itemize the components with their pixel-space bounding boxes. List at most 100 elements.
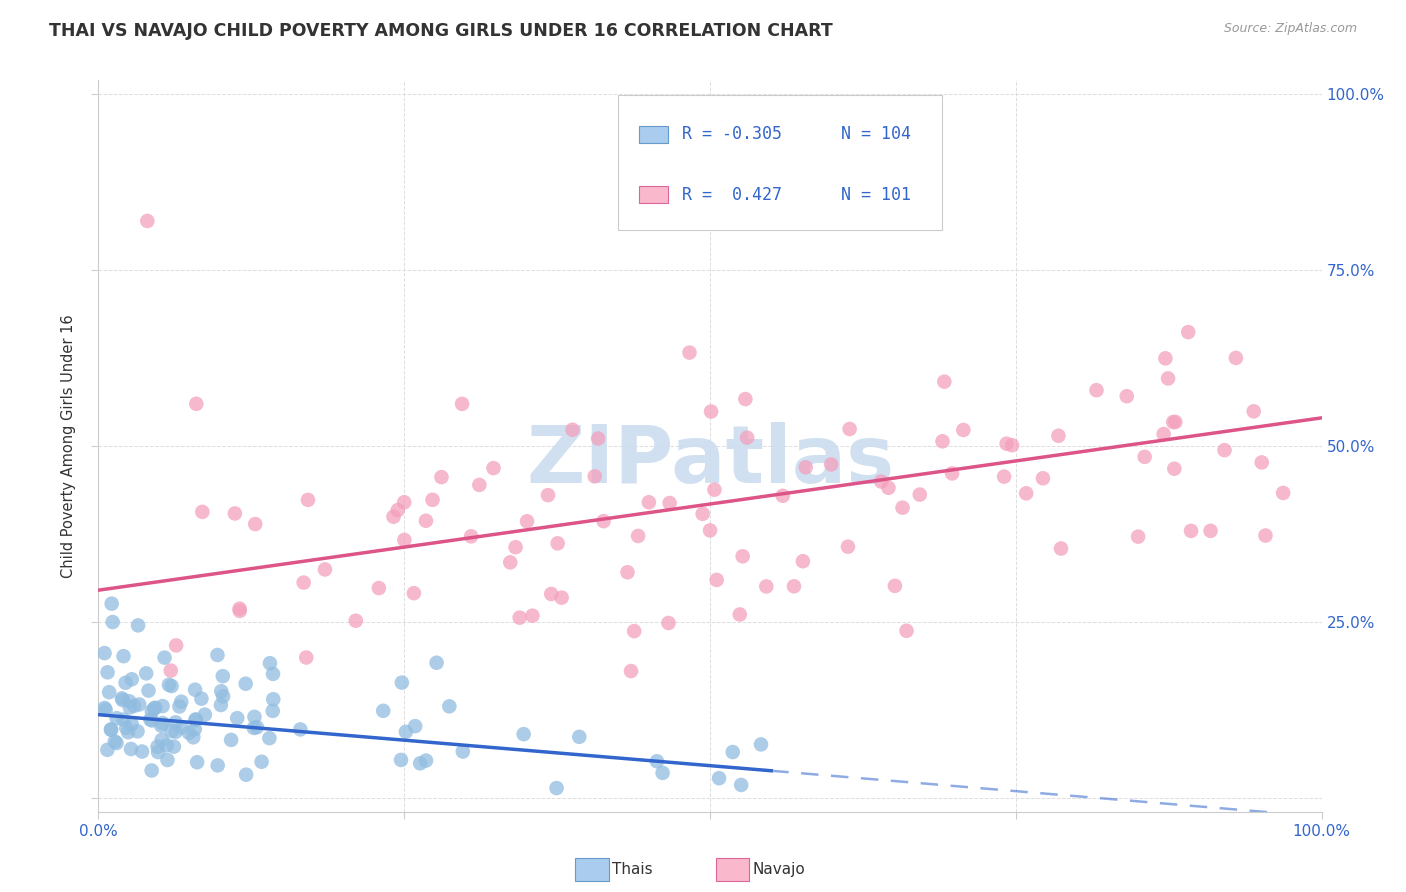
Point bbox=[422, 492, 444, 507]
Point bbox=[344, 614, 367, 628]
Point bbox=[1153, 427, 1175, 442]
Point bbox=[820, 458, 842, 472]
Point bbox=[1154, 351, 1177, 366]
Point bbox=[837, 540, 859, 554]
Point bbox=[297, 492, 319, 507]
Point bbox=[146, 739, 169, 754]
Point bbox=[121, 673, 143, 687]
Point bbox=[262, 666, 284, 681]
Point bbox=[1177, 325, 1199, 339]
Point bbox=[1180, 524, 1202, 538]
Point bbox=[156, 739, 179, 753]
Point bbox=[731, 549, 754, 564]
Point bbox=[512, 727, 534, 741]
Point bbox=[409, 756, 432, 771]
Point bbox=[620, 664, 643, 678]
Point bbox=[104, 734, 127, 748]
Point bbox=[138, 683, 160, 698]
Point bbox=[170, 721, 193, 735]
Point bbox=[952, 423, 974, 437]
Point bbox=[191, 505, 214, 519]
Point bbox=[700, 404, 723, 418]
Point bbox=[995, 436, 1018, 450]
Point bbox=[139, 713, 162, 727]
Point bbox=[1164, 415, 1187, 429]
Point bbox=[157, 678, 180, 692]
Point bbox=[1163, 461, 1185, 475]
Point bbox=[160, 679, 183, 693]
Point bbox=[1199, 524, 1222, 538]
Point bbox=[561, 423, 583, 437]
Point bbox=[1254, 528, 1277, 542]
Point bbox=[153, 650, 176, 665]
Point bbox=[186, 397, 208, 411]
Point bbox=[1126, 530, 1149, 544]
Point bbox=[184, 712, 207, 726]
FancyBboxPatch shape bbox=[640, 126, 668, 144]
Point bbox=[1115, 389, 1137, 403]
Point bbox=[516, 514, 538, 528]
Point bbox=[117, 725, 139, 739]
Point bbox=[877, 481, 900, 495]
Point bbox=[730, 778, 752, 792]
Point bbox=[105, 736, 128, 750]
Point bbox=[415, 514, 437, 528]
Point bbox=[1243, 404, 1265, 418]
Point bbox=[783, 579, 806, 593]
Point bbox=[105, 711, 128, 725]
Point bbox=[118, 694, 141, 708]
Point bbox=[699, 524, 721, 538]
Point bbox=[692, 507, 714, 521]
Point bbox=[387, 503, 409, 517]
Point bbox=[794, 460, 817, 475]
Point bbox=[870, 475, 893, 489]
Point bbox=[292, 575, 315, 590]
Point bbox=[451, 397, 474, 411]
Point bbox=[115, 721, 138, 735]
Point bbox=[226, 711, 249, 725]
Point bbox=[749, 738, 772, 752]
Point bbox=[101, 615, 124, 629]
Point bbox=[792, 554, 814, 568]
Point bbox=[184, 713, 207, 727]
Point bbox=[772, 489, 794, 503]
Text: THAI VS NAVAJO CHILD POVERTY AMONG GIRLS UNDER 16 CORRELATION CHART: THAI VS NAVAJO CHILD POVERTY AMONG GIRLS… bbox=[49, 22, 832, 40]
Point bbox=[735, 431, 758, 445]
Point bbox=[181, 731, 204, 745]
Point bbox=[838, 422, 860, 436]
Point bbox=[262, 704, 284, 718]
Point bbox=[224, 507, 246, 521]
Point bbox=[94, 703, 117, 717]
Point bbox=[550, 591, 572, 605]
Point bbox=[235, 676, 257, 690]
Point bbox=[141, 704, 163, 718]
Point bbox=[150, 719, 173, 733]
Point bbox=[160, 724, 183, 739]
Text: Source: ZipAtlas.com: Source: ZipAtlas.com bbox=[1223, 22, 1357, 36]
Point bbox=[499, 555, 522, 569]
Point bbox=[212, 690, 235, 704]
Point bbox=[734, 392, 756, 406]
Point bbox=[152, 699, 174, 714]
Point bbox=[165, 715, 187, 730]
Point bbox=[136, 214, 159, 228]
Point bbox=[721, 745, 744, 759]
Point bbox=[131, 745, 153, 759]
Point bbox=[141, 764, 163, 778]
Point bbox=[98, 685, 121, 699]
Point bbox=[259, 657, 281, 671]
Point bbox=[1032, 471, 1054, 485]
Point bbox=[246, 720, 269, 734]
Point bbox=[908, 487, 931, 501]
Point bbox=[1015, 486, 1038, 500]
Point bbox=[373, 704, 395, 718]
Point bbox=[657, 615, 679, 630]
Point bbox=[394, 533, 416, 547]
Point bbox=[112, 713, 135, 727]
Point bbox=[146, 745, 169, 759]
Text: R = -0.305: R = -0.305 bbox=[682, 126, 782, 144]
Point bbox=[392, 495, 416, 509]
Point bbox=[1272, 486, 1295, 500]
Point bbox=[755, 579, 778, 593]
Point bbox=[540, 587, 562, 601]
